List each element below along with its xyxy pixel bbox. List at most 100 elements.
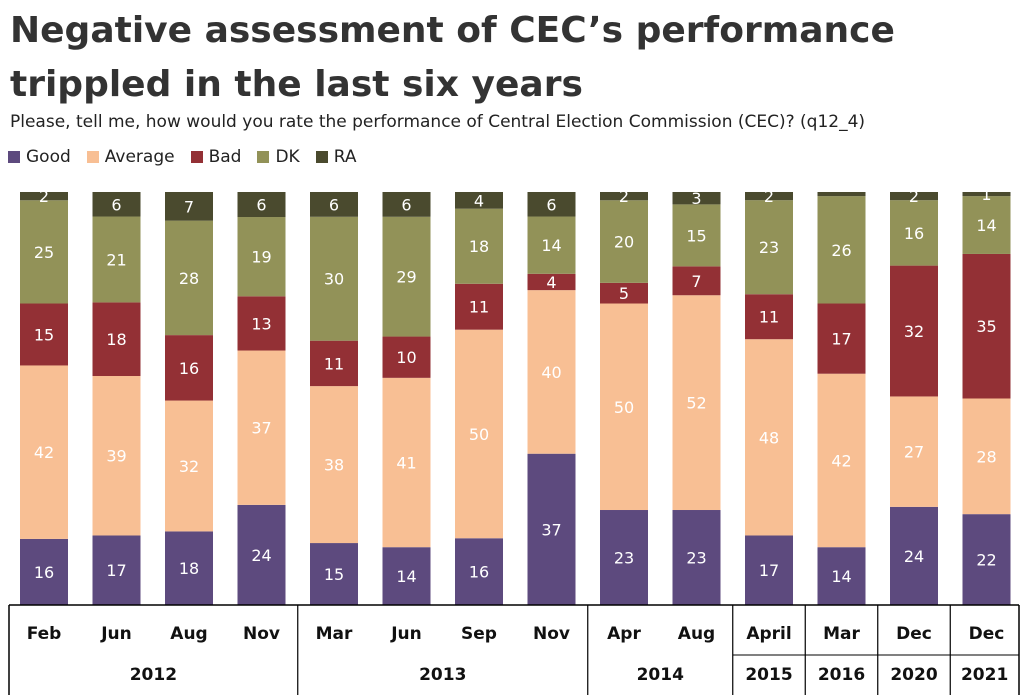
x-tick-label: Mar [316,624,353,644]
bar-segment-dk [382,216,431,337]
bar-segment-bad [672,266,721,296]
data-label: 30 [324,270,344,289]
bar-segment-bad [527,273,576,291]
legend-item-bad: Bad [190,147,241,167]
x-tick-label: Dec [969,624,1005,644]
bar-segment-bad [962,253,1011,399]
data-label: 25 [34,243,54,262]
bar-segment-average [382,377,431,548]
legend-label: RA [333,147,357,167]
bar-segment-average [672,295,721,511]
x-tick-label: Feb [27,624,62,644]
bar-segment-average [310,386,358,544]
data-label: 18 [469,237,489,256]
data-label: 16 [904,224,924,243]
bar-segment-dk [962,196,1011,254]
data-label: 37 [251,419,271,438]
data-label: 41 [396,454,416,473]
bar-segment-bad [382,336,431,378]
year-label: 2021 [961,665,1008,685]
data-label: 14 [831,567,851,586]
x-tick-label: Aug [170,624,207,644]
bar-segment-good [527,453,576,605]
bar-segment-dk [672,204,721,267]
legend-item-good: Good [8,147,71,167]
x-tick-label: Aug [678,624,715,644]
bar-segment-bad [310,340,358,387]
bar-segment-average [890,396,938,507]
bar-segment-good [20,538,68,605]
bar-segment-dk [600,200,648,283]
bar-segment-good [310,543,358,605]
bar-segment-average [92,376,141,536]
data-label: 7 [691,272,701,291]
bar-segment-dk [92,216,141,303]
legend-swatch [257,151,270,163]
bar-segment-average [527,290,576,454]
bar-segment-good [237,504,286,605]
data-label: 11 [324,354,344,373]
year-label: 2014 [637,665,684,685]
data-label: 6 [329,195,339,214]
data-label: 2 [909,187,919,206]
data-label: 27 [904,443,924,462]
data-label: 21 [106,250,126,269]
data-label: 15 [686,226,706,245]
bar-segment-dk [20,200,68,304]
data-label: 28 [179,269,199,288]
data-label: 20 [614,233,634,252]
data-label: 14 [396,567,416,586]
legend-swatch [315,151,328,163]
chart-title: Negative assessment of CEC’s performance… [10,10,895,105]
data-label: 23 [614,549,634,568]
bar-segment-average [600,303,648,511]
data-label: 28 [976,447,996,466]
year-label: 2016 [818,665,865,685]
year-label: 2012 [130,665,177,685]
bar-segment-ra [672,192,721,205]
legend-item-ra: RA [315,147,357,167]
data-label: 14 [541,236,561,255]
data-label: 19 [251,248,271,267]
bar-segment-ra [455,192,503,209]
legend-label: Good [26,147,71,167]
bar-segment-dk [237,217,286,297]
data-label: 3 [691,189,701,208]
bar-segment-dk [165,220,213,336]
bar-segment-average [20,365,68,539]
x-tick-label: Jun [390,624,422,644]
legend-swatch [8,151,20,163]
bar-segment-good [92,535,141,605]
data-label: 13 [251,314,271,333]
bar-segment-good [745,535,793,605]
bar-segment-average [745,339,793,536]
bar-segment-bad [165,335,213,401]
data-label: 6 [256,196,266,215]
bar-segment-ra [382,192,431,217]
x-tick-label: April [746,624,791,644]
bar-segment-dk [745,200,793,295]
bar-segment-dk [310,216,358,341]
data-label: 16 [34,563,54,582]
legend-item-average: Average [86,147,175,167]
bar-segment-bad [745,294,793,340]
x-tick-label: Mar [823,624,860,644]
bar-segment-good [600,510,648,605]
data-label: 22 [976,551,996,570]
bar-segment-average [455,329,503,539]
data-label: 14 [976,216,996,235]
bar-segment-ra [527,192,576,217]
data-label: 16 [179,359,199,378]
data-label: 6 [111,195,121,214]
data-label: 17 [106,561,126,580]
year-label: 2020 [890,665,937,685]
legend-label: DK [275,147,300,167]
bar-segment-ra [890,192,938,201]
data-label: 7 [184,197,194,216]
x-tick-label: Apr [607,624,641,644]
bar-segment-ra [745,192,793,201]
x-tick-label: Nov [533,624,570,644]
data-label: 50 [469,425,489,444]
data-label: 48 [759,428,779,447]
